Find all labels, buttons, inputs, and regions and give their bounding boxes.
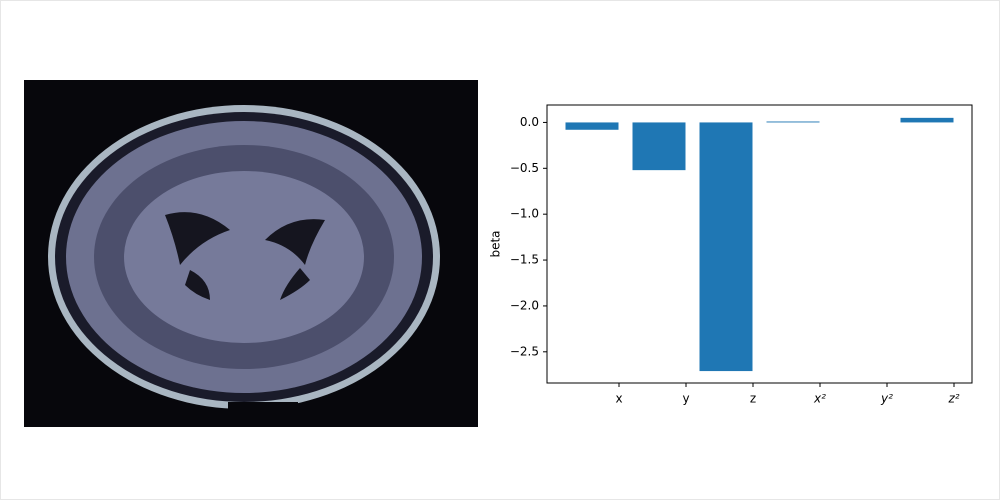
y-tick-label: −0.5 (510, 161, 539, 175)
y-tick-label: −2.0 (510, 298, 539, 312)
bar (900, 117, 954, 123)
mri-image (24, 80, 478, 427)
y-tick-label: −1.0 (510, 207, 539, 221)
x-tick-label: x (615, 392, 622, 406)
y-axis-label: beta (489, 230, 503, 257)
y-tick-label: −2.5 (510, 344, 539, 358)
y-tick-label: −1.5 (510, 253, 539, 267)
bar (766, 121, 820, 123)
axes-frame (546, 104, 973, 384)
bar (565, 122, 619, 130)
y-tick-label: 0.0 (520, 115, 539, 129)
x-tick-label: y (682, 392, 689, 406)
x-tick-label: z (750, 392, 756, 406)
x-tick-label: x² (813, 392, 826, 406)
x-tick-label: z² (947, 392, 959, 406)
x-tick-label: y² (880, 392, 893, 406)
bar (632, 122, 686, 171)
bar (699, 122, 753, 372)
plot-area (547, 105, 972, 383)
